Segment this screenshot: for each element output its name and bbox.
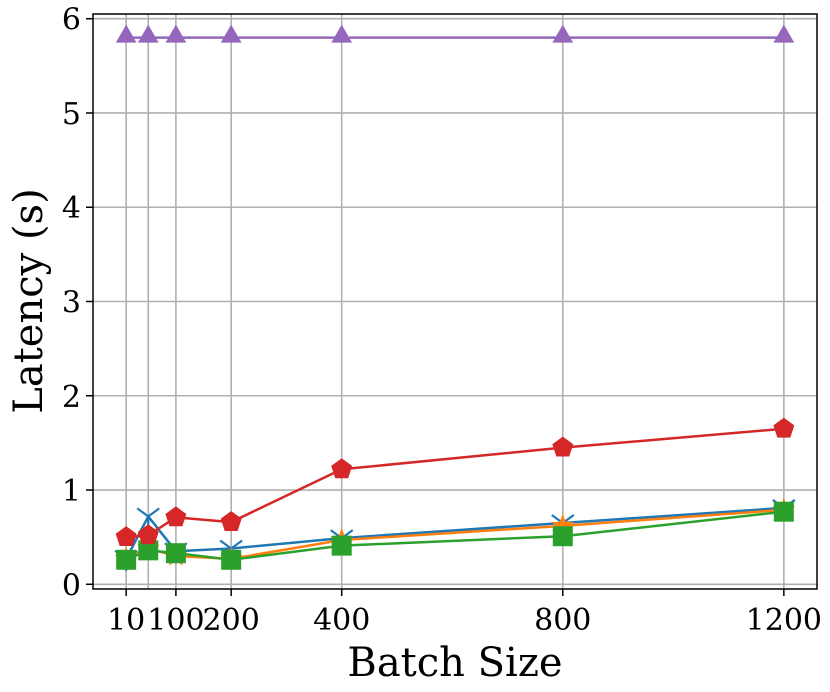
- y-tick-label: 4: [62, 191, 81, 226]
- triangle-marker: [552, 24, 574, 43]
- pentagon-marker: [220, 511, 242, 531]
- series-layer: [114, 24, 796, 571]
- x-tick-label: 100: [147, 603, 204, 638]
- square-marker: [331, 535, 352, 556]
- tri-down-arm: [219, 539, 232, 550]
- pentagon-marker: [115, 526, 137, 547]
- tri-down-arm: [136, 507, 149, 518]
- star-marker: [551, 513, 575, 536]
- y-tick-label: 6: [62, 3, 81, 38]
- y-tick-label: 5: [62, 97, 81, 132]
- x-tick-label: 200: [203, 603, 260, 638]
- series-purple: [115, 24, 795, 43]
- square-marker: [116, 549, 137, 570]
- triangle-marker: [165, 24, 187, 43]
- pentagon-marker: [552, 436, 574, 457]
- x-axis-label: Batch Size: [347, 640, 562, 686]
- triangle-marker: [115, 24, 137, 43]
- x-tick-label: 400: [313, 603, 370, 638]
- pentagon-marker: [773, 417, 795, 438]
- x-tick-label: 800: [534, 603, 591, 638]
- series-blue: [114, 499, 796, 571]
- y-axis-label: Latency (s): [6, 188, 52, 413]
- grid: [93, 14, 817, 589]
- square-marker: [138, 540, 159, 561]
- triangle-marker: [137, 24, 159, 43]
- x-tick-label: 1200: [746, 603, 822, 638]
- square-marker: [165, 543, 186, 564]
- square-marker: [552, 526, 573, 547]
- triangle-marker: [331, 24, 353, 43]
- y-tick-label: 1: [62, 474, 81, 509]
- square-marker: [221, 549, 242, 570]
- tri-down-arm: [147, 507, 160, 518]
- series-red: [115, 417, 795, 547]
- y-tick-label: 2: [62, 380, 81, 415]
- triangle-marker: [220, 24, 242, 43]
- y-tick-label: 3: [62, 286, 81, 321]
- triangle-marker: [773, 24, 795, 43]
- pentagon-marker: [165, 506, 187, 527]
- square-marker: [773, 501, 794, 522]
- x-tick-label: 10: [107, 603, 145, 638]
- pentagon-marker: [331, 458, 353, 479]
- series-green: [116, 501, 794, 570]
- tri-down-arm: [230, 539, 243, 550]
- pentagon-marker: [137, 524, 159, 545]
- y-tick-label: 0: [62, 568, 81, 603]
